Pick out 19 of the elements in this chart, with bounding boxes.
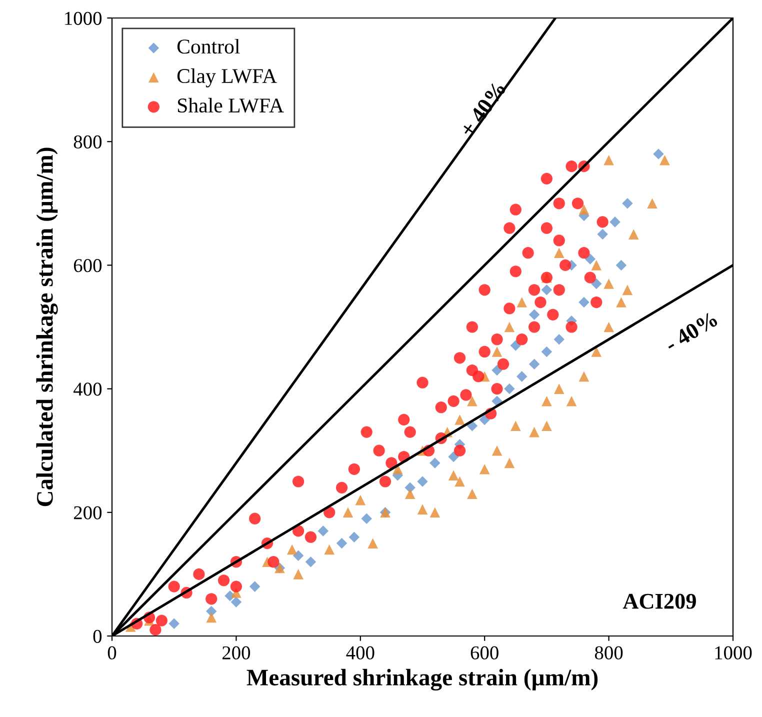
x-tick-label: 400 (346, 646, 374, 660)
annotation: ACI209 (622, 594, 696, 609)
y-tick-label: 800 (74, 135, 102, 149)
y-tick-label: 400 (73, 382, 102, 396)
y-axis-title: Calculated shrinkage strain (µm/m) (36, 148, 58, 506)
x-tick-label: 1000 (715, 646, 752, 660)
legend-label: Control (177, 38, 240, 54)
y-tick-label: 1000 (65, 12, 102, 25)
y-tick-label: 200 (74, 506, 102, 520)
annotation: - 40% (664, 311, 718, 352)
legend-label: Clay LWFA (177, 68, 277, 88)
x-tick-label: 800 (594, 646, 623, 660)
x-tick-label: 200 (222, 646, 250, 660)
y-tick-label: 600 (74, 259, 102, 272)
legend-label: Shale LWFA (178, 98, 284, 113)
x-tick-label: 600 (470, 646, 498, 660)
y-tick-label: 0 (93, 630, 102, 643)
x-axis-title: Measured shrinkage strain (µm/m) (246, 668, 598, 691)
x-tick-label: 0 (108, 646, 116, 660)
